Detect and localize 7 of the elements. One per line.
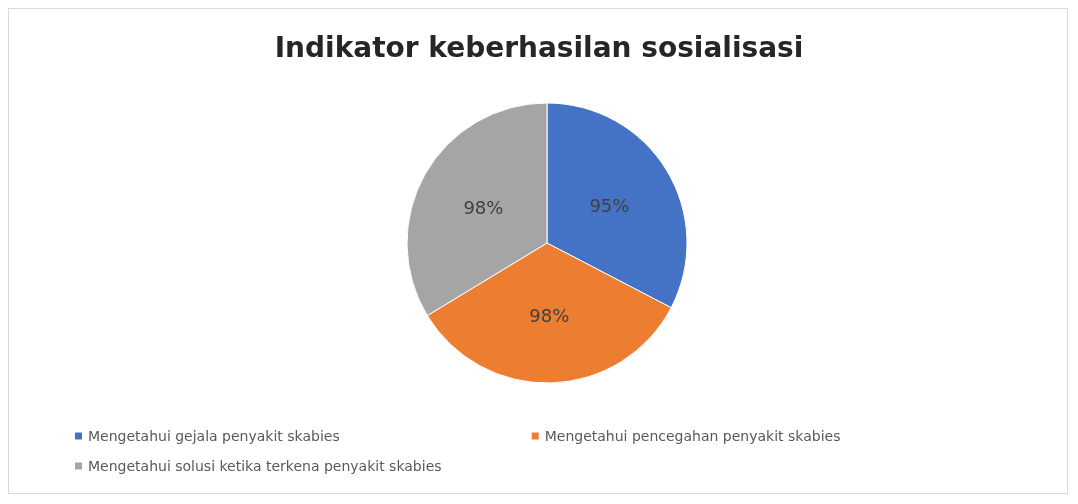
data-label: 95%	[589, 194, 630, 216]
legend-label: Mengetahui pencegahan penyakit skabies	[544, 428, 841, 444]
legend-label: Mengetahui solusi ketika terkena penyakit skabies	[88, 458, 442, 474]
chart-title: Indikator keberhasilan sosialisasi	[274, 30, 804, 64]
data-label: 98%	[529, 305, 570, 327]
data-label: 98%	[463, 196, 504, 218]
legend-label: Mengetahui gejala penyakit skabies	[88, 428, 340, 444]
